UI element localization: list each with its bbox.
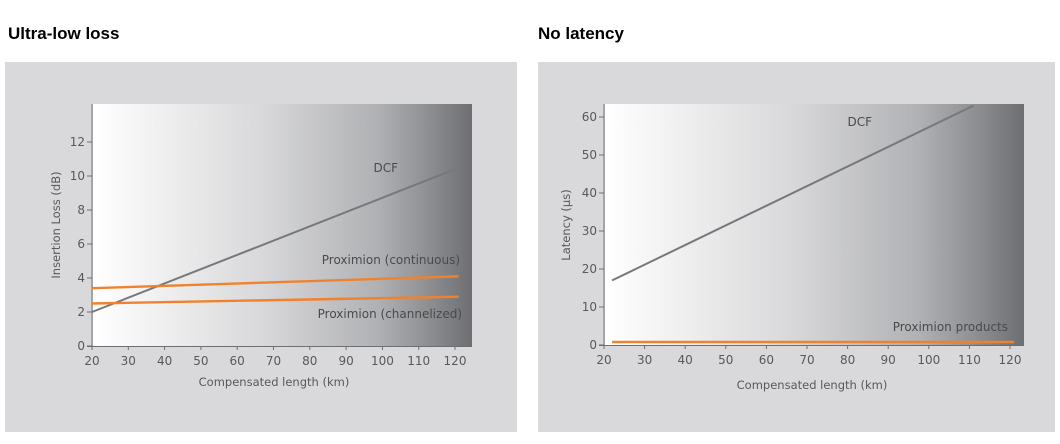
y-tick-label: 2	[77, 305, 85, 319]
series-line-dcf	[91, 168, 456, 313]
y-tick-label: 0	[77, 339, 85, 353]
y-tick-label: 10	[582, 300, 597, 314]
series-line-dcf	[611, 104, 974, 282]
x-tick-label: 70	[266, 354, 281, 368]
y-tick-label: 30	[582, 224, 597, 238]
x-axis-title: Compensated length (km)	[199, 375, 350, 389]
x-tick-label: 50	[718, 353, 733, 367]
x-tick-label: 40	[157, 354, 172, 368]
chart-title-latency: No latency	[538, 24, 624, 43]
y-tick-label: 40	[582, 186, 597, 200]
x-tick-label: 30	[637, 353, 652, 367]
chart-title-loss: Ultra-low loss	[8, 24, 120, 43]
latency-chart: 20 30 40 50 60 70 80 90 100 110 120 0 10 20 30 40 50 60 Co…	[559, 104, 1024, 392]
plot-area-background	[93, 104, 472, 346]
y-tick-label: 50	[582, 148, 597, 162]
x-tick-label: 80	[302, 354, 317, 368]
series-label: Proximion (continuous)	[322, 253, 460, 267]
x-tick-label: 80	[840, 353, 855, 367]
x-tick-label: 70	[799, 353, 814, 367]
series-label: Proximion (channelized)	[318, 307, 462, 321]
series-line-proximion-continuous	[91, 275, 459, 290]
x-tick-label: 40	[678, 353, 693, 367]
x-tick-label: 90	[338, 354, 353, 368]
x-tick-label: 30	[121, 354, 136, 368]
series-label: DCF	[847, 115, 872, 129]
y-axis-title: Latency (µs)	[559, 189, 573, 260]
y-tick-label: 4	[77, 271, 85, 285]
y-tick-label: 12	[70, 135, 85, 149]
x-tick-label: 50	[193, 354, 208, 368]
series-label: DCF	[373, 161, 398, 175]
insertion-loss-chart: 20 30 40 50 60 70 80 90 100 110 120 0 2 4 6 8 10 12 Compen…	[49, 104, 472, 389]
x-tick-label: 90	[881, 353, 896, 367]
x-tick-label: 110	[958, 353, 981, 367]
x-tick-label: 20	[596, 353, 611, 367]
plot-area-background	[605, 104, 1024, 345]
y-tick-label: 60	[582, 110, 597, 124]
y-tick-label: 10	[70, 169, 85, 183]
x-axis-title: Compensated length (km)	[737, 378, 888, 392]
y-axis-title: Insertion Loss (dB)	[49, 171, 63, 278]
x-tick-label: 120	[999, 353, 1022, 367]
y-tick-label: 0	[589, 338, 597, 352]
y-tick-label: 8	[77, 203, 85, 217]
y-tick-label: 6	[77, 237, 85, 251]
series-label: Proximion products	[893, 320, 1008, 334]
x-tick-label: 60	[759, 353, 774, 367]
x-tick-label: 20	[84, 354, 99, 368]
y-tick-label: 20	[582, 262, 597, 276]
series-line-proximion-channelized	[91, 295, 459, 305]
x-tick-label: 60	[230, 354, 245, 368]
x-tick-label: 100	[371, 354, 394, 368]
x-tick-label: 120	[444, 354, 467, 368]
x-tick-label: 100	[917, 353, 940, 367]
x-tick-label: 110	[407, 354, 430, 368]
